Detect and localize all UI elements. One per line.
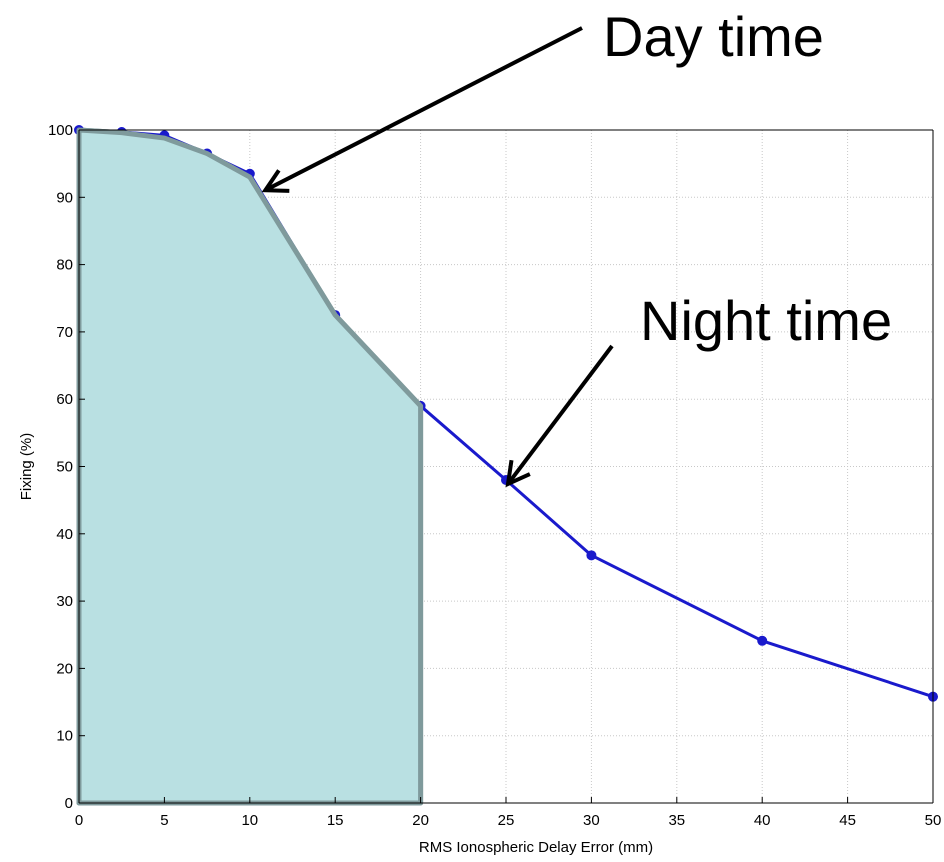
axes <box>78 129 934 804</box>
tick-labels: 0 5 10 15 20 25 30 35 40 45 50 0 10 20 30 40 50 60 70 80 90 1… <box>48 122 941 829</box>
y-tick-label: 90 <box>56 189 73 206</box>
annotation-day-time-arrow <box>264 26 583 192</box>
y-tick-label: 0 <box>65 795 73 812</box>
y-tick-label: 100 <box>48 122 73 139</box>
x-tick-label: 20 <box>412 812 429 829</box>
y-tick-label: 30 <box>56 593 73 610</box>
x-tick-label: 40 <box>754 812 771 829</box>
x-tick-label: 50 <box>925 812 942 829</box>
y-tick-label: 70 <box>56 324 73 341</box>
annotation-night-time-arrow-head <box>505 459 531 488</box>
annotation-day-time-arrow-head <box>261 169 290 193</box>
x-tick-label: 5 <box>160 812 168 829</box>
x-tick-label: 25 <box>498 812 515 829</box>
series-point <box>757 635 768 646</box>
shaded-area-overlay <box>76 127 424 806</box>
series-layer <box>74 125 938 806</box>
x-tick-label: 0 <box>75 812 83 829</box>
x-tick-label: 15 <box>327 812 344 829</box>
y-tick-label: 40 <box>56 526 73 543</box>
y-tick-label: 60 <box>56 391 73 408</box>
y-tick-label: 20 <box>56 660 73 677</box>
annotation-night-time-arrow <box>506 344 614 486</box>
y-tick-label: 50 <box>56 459 73 476</box>
series-point <box>586 550 597 561</box>
annotation-day-time: Day time <box>603 5 824 68</box>
y-tick-label: 80 <box>56 257 73 274</box>
annotations: Day time Night time <box>261 5 892 488</box>
x-tick-label: 35 <box>668 812 685 829</box>
y-axis-label: Fixing (%) <box>18 433 35 501</box>
x-axis-label: RMS Ionospheric Delay Error (mm) <box>419 839 653 856</box>
y-tick-label: 10 <box>56 728 73 745</box>
x-tick-label: 45 <box>839 812 856 829</box>
x-tick-label: 30 <box>583 812 600 829</box>
x-tick-label: 10 <box>241 812 258 829</box>
annotation-night-time: Night time <box>640 289 892 352</box>
